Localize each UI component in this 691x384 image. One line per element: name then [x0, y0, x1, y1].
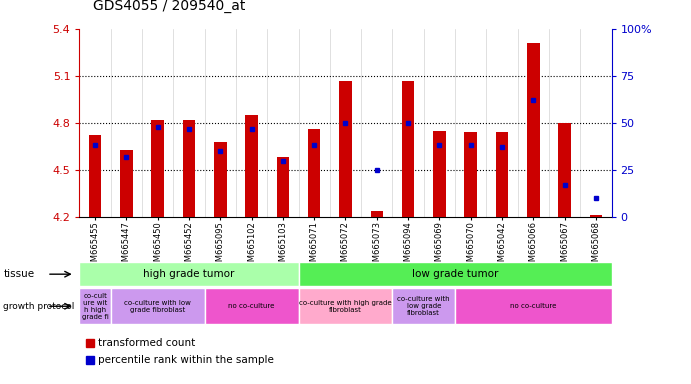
Bar: [182, 120, 196, 217]
Bar: [455, 288, 612, 324]
Bar: [339, 81, 352, 217]
Bar: [205, 288, 299, 324]
Bar: [527, 43, 540, 217]
Bar: [495, 132, 509, 217]
Bar: [299, 262, 612, 286]
Bar: [589, 215, 602, 217]
Bar: [79, 262, 299, 286]
Bar: [120, 149, 133, 217]
Text: co-culture with low
grade fibroblast: co-culture with low grade fibroblast: [124, 300, 191, 313]
Text: co-cult
ure wit
h high
grade fi: co-cult ure wit h high grade fi: [82, 293, 108, 320]
Bar: [392, 288, 455, 324]
Text: low grade tumor: low grade tumor: [412, 269, 498, 279]
Text: tissue: tissue: [3, 269, 35, 279]
Bar: [79, 288, 111, 324]
Text: co-culture with high grade
fibroblast: co-culture with high grade fibroblast: [299, 300, 392, 313]
Bar: [245, 115, 258, 217]
Text: growth protocol: growth protocol: [3, 302, 75, 311]
Bar: [151, 120, 164, 217]
Bar: [89, 136, 102, 217]
Text: transformed count: transformed count: [98, 338, 196, 348]
Bar: [558, 123, 571, 217]
Bar: [111, 288, 205, 324]
Bar: [402, 81, 415, 217]
Text: no co-culture: no co-culture: [510, 303, 556, 309]
Text: co-culture with
low grade
fibroblast: co-culture with low grade fibroblast: [397, 296, 450, 316]
Bar: [308, 129, 321, 217]
Text: no co-culture: no co-culture: [229, 303, 275, 309]
Text: GDS4055 / 209540_at: GDS4055 / 209540_at: [93, 0, 246, 13]
Bar: [370, 211, 383, 217]
Bar: [299, 288, 392, 324]
Bar: [276, 157, 289, 217]
Text: percentile rank within the sample: percentile rank within the sample: [98, 355, 274, 365]
Bar: [433, 131, 446, 217]
Bar: [464, 132, 477, 217]
Bar: [214, 142, 227, 217]
Text: high grade tumor: high grade tumor: [143, 269, 235, 279]
